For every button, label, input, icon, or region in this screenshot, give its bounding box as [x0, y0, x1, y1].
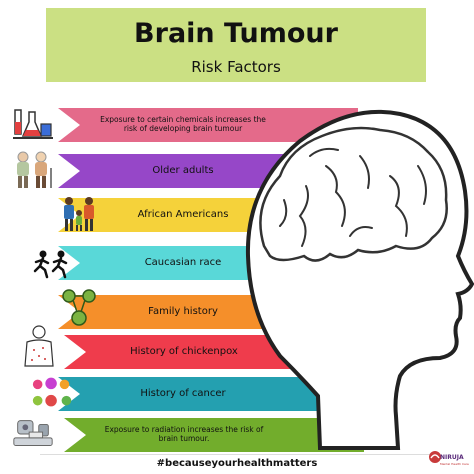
radiation-machine-icon — [10, 416, 56, 452]
family-icon — [56, 196, 102, 232]
lab-flask-icon — [10, 106, 56, 142]
risk-factor-chemicals: Exposure to certain chemicals increases … — [58, 108, 358, 142]
footer-divider — [40, 454, 430, 455]
logo-tagline: Mental Health Care — [440, 462, 469, 466]
risk-factor-label: Family history — [148, 306, 218, 318]
risk-factor-radiation: Exposure to radiation increases the risk… — [64, 418, 364, 452]
older-adults-icon — [10, 151, 56, 188]
page-title: Brain Tumour — [134, 18, 338, 49]
risk-factor-label: History of cancer — [140, 388, 226, 400]
page-subtitle: Risk Factors — [191, 58, 281, 76]
cancer-cells-icon — [30, 375, 76, 411]
running-people-icon — [30, 246, 76, 282]
dna-family-icon — [56, 289, 102, 326]
footer-hashtag: #becauseyourhealthmatters — [156, 458, 318, 469]
niruja-logo-icon — [428, 450, 468, 470]
risk-factor-label: History of chickenpox — [130, 346, 238, 358]
risk-factor-label: Older adults — [152, 165, 214, 177]
head-brain-illustration — [245, 109, 474, 450]
risk-factor-label: Exposure to certain chemicals increases … — [100, 115, 266, 133]
risk-factor-label: Exposure to radiation increases the risk… — [104, 425, 264, 443]
title-banner: Brain Tumour Risk Factors — [46, 8, 426, 82]
logo-name: NIRUJA — [440, 454, 464, 461]
chickenpox-person-icon — [16, 325, 62, 367]
risk-factor-label: African Americans — [137, 209, 229, 221]
risk-factor-label: Caucasian race — [144, 257, 222, 269]
